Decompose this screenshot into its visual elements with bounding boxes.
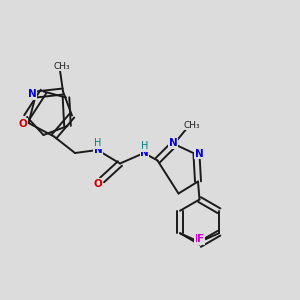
Text: F: F (195, 234, 202, 244)
Text: O: O (19, 119, 28, 129)
Text: F: F (197, 234, 204, 244)
Text: CH₃: CH₃ (53, 61, 70, 70)
Text: O: O (93, 178, 102, 189)
Text: N: N (94, 145, 103, 155)
Text: CH₃: CH₃ (184, 121, 200, 130)
Text: N: N (194, 148, 203, 159)
Text: N: N (169, 138, 178, 148)
Text: H: H (94, 138, 102, 148)
Text: N: N (140, 148, 149, 158)
Text: H: H (141, 141, 148, 152)
Text: N: N (28, 89, 37, 100)
